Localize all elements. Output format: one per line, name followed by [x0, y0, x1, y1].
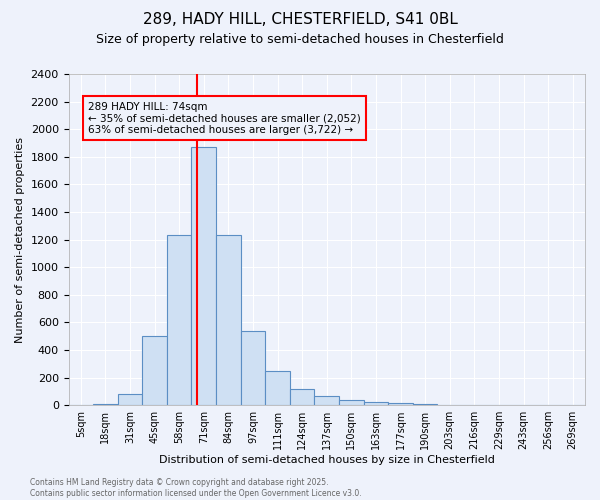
Bar: [216, 236, 241, 405]
Text: 289, HADY HILL, CHESTERFIELD, S41 0BL: 289, HADY HILL, CHESTERFIELD, S41 0BL: [143, 12, 457, 28]
Bar: [142, 336, 167, 405]
Text: Contains HM Land Registry data © Crown copyright and database right 2025.
Contai: Contains HM Land Registry data © Crown c…: [30, 478, 362, 498]
Y-axis label: Number of semi-detached properties: Number of semi-detached properties: [15, 136, 25, 342]
Bar: [290, 388, 314, 405]
Bar: [68, 404, 93, 405]
Bar: [339, 400, 364, 405]
X-axis label: Distribution of semi-detached houses by size in Chesterfield: Distribution of semi-detached houses by …: [159, 455, 495, 465]
Text: 289 HADY HILL: 74sqm
← 35% of semi-detached houses are smaller (2,052)
63% of se: 289 HADY HILL: 74sqm ← 35% of semi-detac…: [88, 102, 361, 135]
Bar: [364, 402, 388, 405]
Bar: [314, 396, 339, 405]
Bar: [191, 147, 216, 405]
Bar: [118, 394, 142, 405]
Bar: [413, 404, 437, 405]
Bar: [167, 236, 191, 405]
Bar: [241, 330, 265, 405]
Text: Size of property relative to semi-detached houses in Chesterfield: Size of property relative to semi-detach…: [96, 32, 504, 46]
Bar: [437, 404, 462, 405]
Bar: [388, 403, 413, 405]
Bar: [265, 372, 290, 405]
Bar: [93, 404, 118, 405]
